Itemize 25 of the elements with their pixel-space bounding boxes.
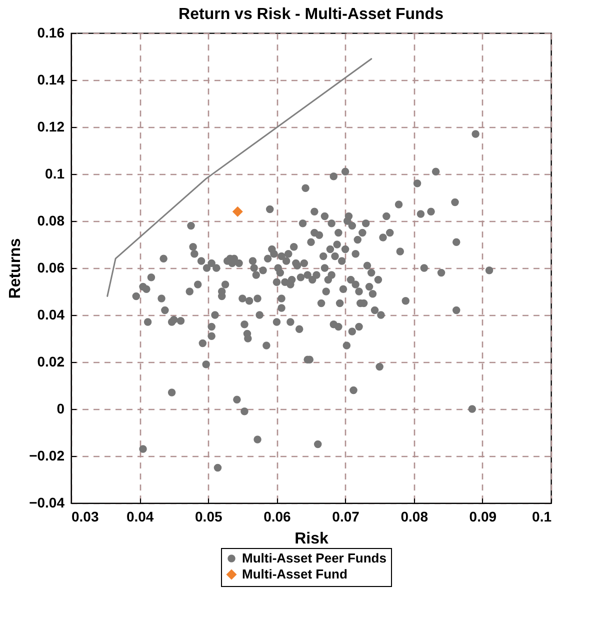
line-series — [106, 58, 372, 297]
legend-label: Multi-Asset Peer Funds — [242, 550, 386, 566]
x-tick-label: 0.05 — [195, 508, 222, 524]
x-tick-label: 0.07 — [332, 508, 360, 524]
x-tick-label: 0.08 — [400, 508, 428, 524]
y-tick-label: 0.16 — [37, 24, 65, 40]
x-tick-label: 0.09 — [469, 508, 497, 524]
y-tick-label: 0.08 — [37, 212, 65, 228]
y-tick-label: 0.04 — [37, 306, 65, 322]
x-axis-title: Risk — [294, 530, 328, 548]
chart-title: Return vs Risk - Multi-Asset Funds — [178, 6, 444, 23]
y-tick-label: 0.02 — [37, 354, 65, 370]
y-axis-title: Returns — [7, 238, 24, 299]
legend-label: Multi-Asset Fund — [242, 566, 348, 582]
y-tick-label: 0.14 — [37, 72, 65, 88]
y-tick-label: 0.06 — [37, 260, 65, 276]
y-tick-label: 0 — [56, 400, 65, 416]
y-tick-label: −0.04 — [29, 494, 65, 510]
y-tick-label: 0.1 — [45, 166, 65, 182]
x-tick-label: 0.1 — [532, 508, 552, 524]
x-tick-label: 0.04 — [126, 508, 154, 524]
y-tick-label: −0.02 — [29, 448, 65, 464]
x-tick-label: 0.06 — [264, 508, 292, 524]
y-tick-label: 0.12 — [37, 118, 65, 134]
x-tick-label: 0.03 — [72, 508, 99, 524]
